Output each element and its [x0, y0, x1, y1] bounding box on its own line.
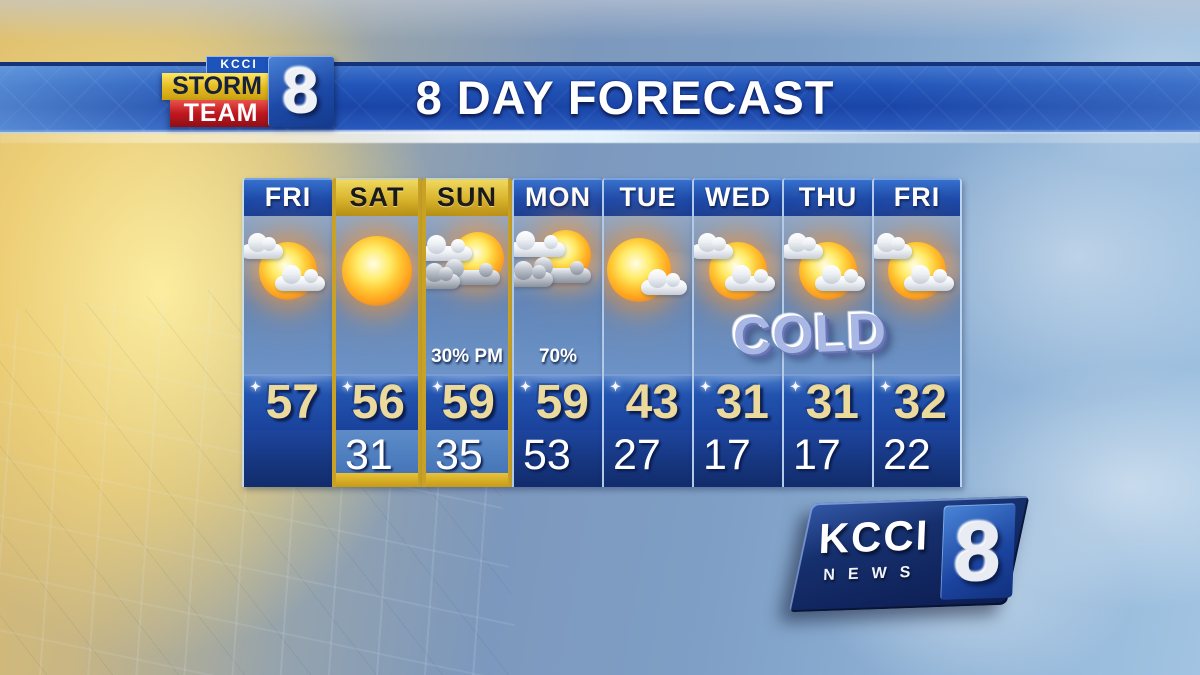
high-temp: 32: [874, 360, 960, 430]
day-label: FRI: [244, 178, 332, 216]
high-temp: 57: [244, 360, 332, 430]
channel-8-badge: 8: [268, 56, 334, 127]
high-temp: 31: [694, 360, 782, 430]
cloud-icon: [874, 233, 912, 259]
forecast-column-tue: TUE 43 27: [602, 178, 692, 487]
cloudy-icon: [514, 228, 602, 324]
sky-area: [244, 216, 332, 374]
day-label: MON: [514, 178, 602, 216]
forecast-column-mon: MON 70% 59 53: [512, 178, 602, 487]
mostly-sunny-icon: [604, 228, 692, 324]
partly-cloudy-icon: [784, 228, 872, 324]
kcci-news-watermark: KCCI NEWS 8: [788, 495, 1030, 613]
top-haze: [0, 0, 1200, 40]
storm-team-logo: KCCI STORM TEAM 8: [162, 56, 334, 130]
forecast-column-sun: SUN 30% PM 59 35: [422, 178, 512, 487]
sky-area: [336, 216, 418, 374]
sky-area: [784, 216, 872, 374]
day-label: THU: [784, 178, 872, 216]
low-temp: 17: [784, 430, 872, 487]
low-temp: 53: [514, 430, 602, 487]
day-label: SUN: [426, 178, 508, 216]
cloud-icon: [784, 233, 823, 259]
cloud-icon: [426, 235, 472, 261]
cloud-icon: [694, 233, 733, 259]
partly-cloudy-icon: [874, 228, 960, 324]
watermark-station: KCCI: [817, 511, 931, 563]
day-label: TUE: [604, 178, 692, 216]
forecast-column-fri2: FRI 32 22: [872, 178, 962, 487]
cloud-icon: [244, 233, 283, 259]
header-gloss-stripe: [0, 130, 1200, 143]
sunny-icon: [336, 228, 418, 324]
forecast-column-wed: WED 31 17: [692, 178, 782, 487]
watermark-channel-number: 8: [952, 503, 1004, 600]
low-temp: 17: [694, 430, 782, 487]
partly-cloudy-icon: [244, 228, 332, 324]
cloud-icon: [641, 269, 687, 295]
cloud-icon: [725, 265, 775, 291]
cloud-icon: [514, 261, 553, 287]
partly-cloudy-icon: [694, 228, 782, 324]
cloud-icon: [815, 265, 865, 291]
sky-area: [874, 216, 960, 374]
sun-icon: [342, 236, 412, 306]
low-temp: 31: [336, 430, 418, 487]
high-temp: 59: [426, 360, 508, 430]
low-temp: 27: [604, 430, 692, 487]
mostly-cloudy-icon: [426, 228, 508, 324]
low-temp: 35: [426, 430, 508, 487]
forecast-column-fri1: FRI 57: [242, 178, 332, 487]
storm-label: STORM: [162, 73, 272, 100]
cloud-icon: [514, 231, 565, 257]
low-temp: [244, 430, 332, 487]
cold-annotation: COLD: [731, 302, 889, 367]
sky-area: [694, 216, 782, 374]
sky-area: 30% PM: [426, 216, 508, 374]
precip-chance: 70%: [538, 346, 578, 367]
cloud-icon: [426, 263, 460, 289]
high-temp: 56: [336, 360, 418, 430]
high-temp: 31: [784, 360, 872, 430]
day-label: WED: [694, 178, 782, 216]
high-temp: 59: [514, 360, 602, 430]
day-label: FRI: [874, 178, 960, 216]
low-temp: 22: [874, 430, 960, 487]
channel-number: 8: [283, 55, 319, 127]
watermark-channel-badge: 8: [940, 503, 1016, 600]
watermark-news-label: NEWS: [823, 563, 924, 585]
cloud-icon: [275, 265, 325, 291]
forecast-column-thu: THU 31 17: [782, 178, 872, 487]
sky-area: 70%: [514, 216, 602, 374]
cloud-icon: [904, 265, 954, 291]
forecast-column-sat: SAT 56 31: [332, 178, 422, 487]
team-label: TEAM: [170, 100, 272, 127]
day-label: SAT: [336, 178, 418, 216]
high-temp: 43: [604, 360, 692, 430]
sky-area: [604, 216, 692, 374]
